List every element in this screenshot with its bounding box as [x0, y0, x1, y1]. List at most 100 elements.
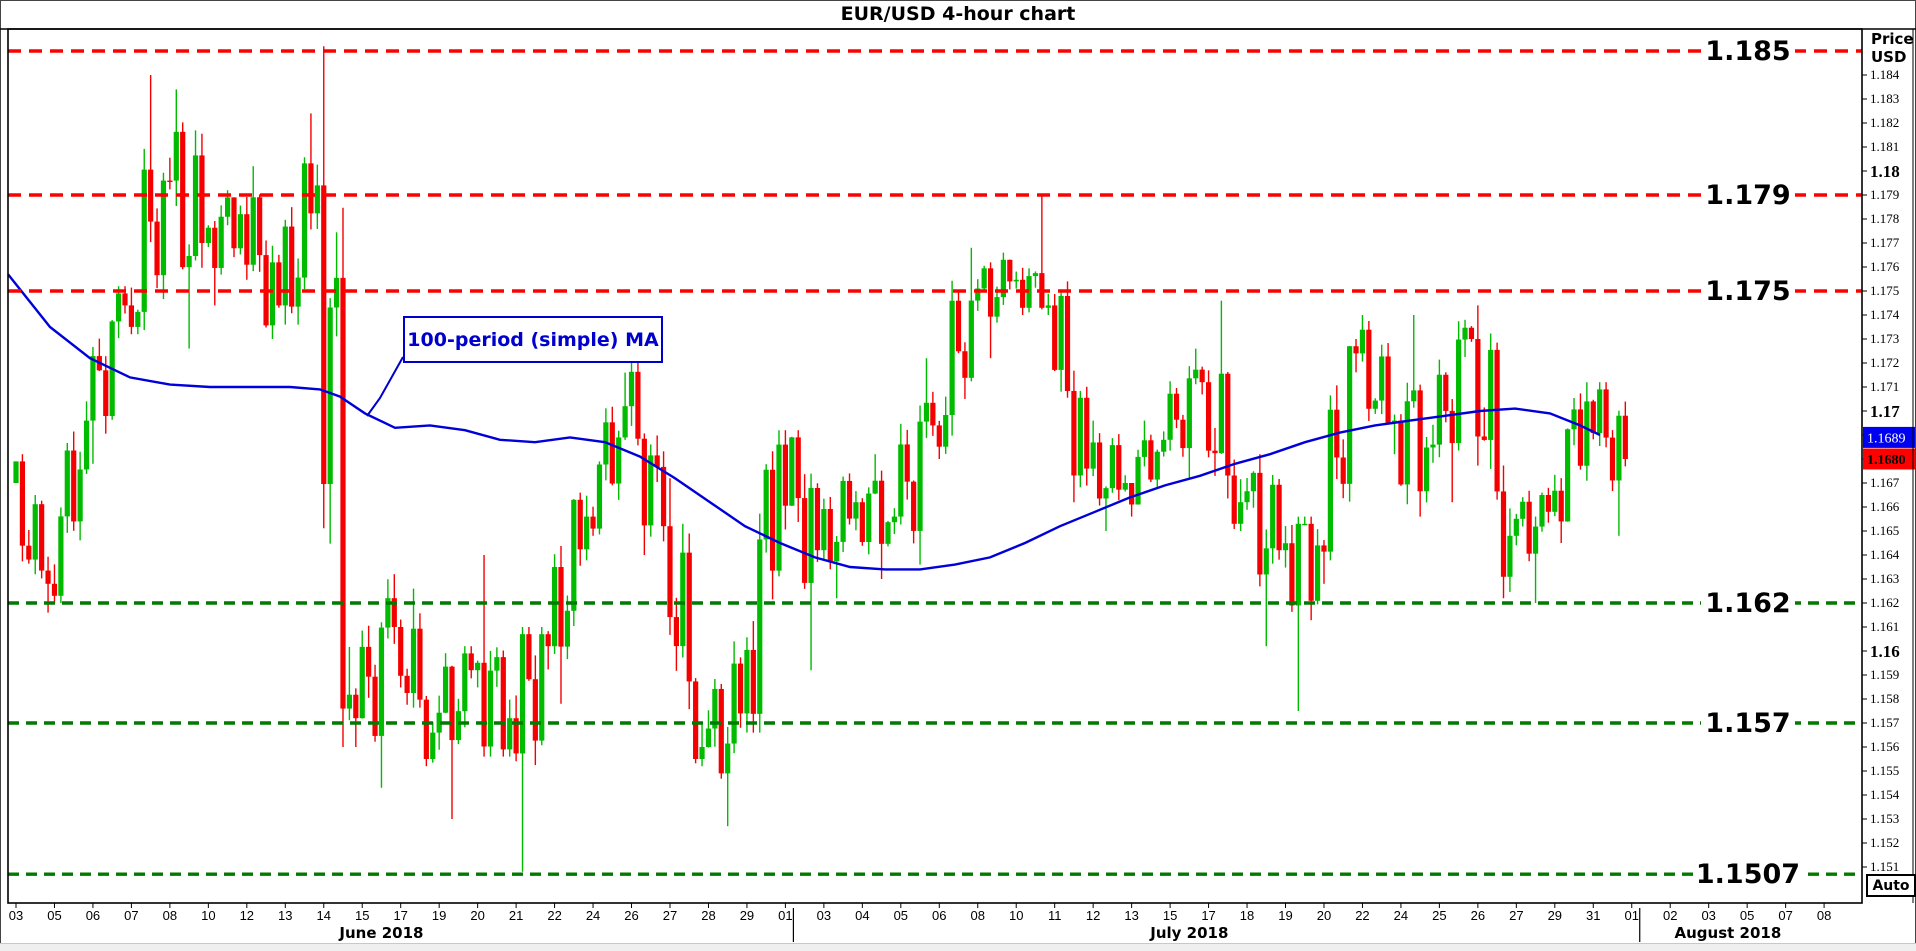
candle-body — [1167, 393, 1173, 440]
price-tick-label: 1.182 — [1870, 115, 1899, 130]
ma_tag-badge-value: 1.1689 — [1867, 431, 1906, 446]
candle-body — [1199, 369, 1205, 383]
candle-body — [987, 268, 994, 317]
date-label: 12 — [1086, 908, 1100, 923]
candle-body — [1218, 373, 1224, 454]
candle-body — [1289, 543, 1295, 606]
candle-body — [122, 293, 128, 306]
candle-body — [449, 666, 455, 741]
candle-body — [1520, 501, 1526, 519]
plot-border — [7, 28, 1863, 904]
candle-body — [1084, 397, 1090, 469]
price-tick-label: 1.176 — [1870, 259, 1900, 274]
candle-body — [904, 444, 910, 482]
price-tick-label: 1.156 — [1870, 739, 1900, 754]
date-label: 29 — [1548, 908, 1562, 923]
candle-body — [686, 552, 692, 682]
candle-body — [205, 227, 211, 243]
candle-body — [955, 300, 962, 352]
candle-body — [1430, 444, 1436, 448]
candle-body — [1449, 410, 1455, 444]
candle-body — [487, 670, 494, 747]
candle-body — [1032, 273, 1039, 277]
candle-body — [1372, 400, 1378, 409]
candle-body — [1340, 457, 1346, 484]
candle-body — [744, 649, 750, 714]
date-label: 01 — [778, 908, 792, 923]
price-tick-label: 1.159 — [1870, 667, 1899, 682]
candle-body — [654, 455, 660, 467]
candle-body — [1532, 526, 1539, 554]
candle-body — [1385, 356, 1391, 423]
candle-body — [481, 662, 487, 747]
date-label: 05 — [1740, 908, 1754, 923]
candle-body — [186, 255, 192, 268]
candle-body — [1064, 295, 1071, 391]
candle-body — [1026, 276, 1032, 308]
candle-body — [962, 351, 968, 378]
candle-body — [930, 402, 936, 426]
price-axis-title: Price — [1871, 30, 1914, 48]
candle-body — [1443, 374, 1449, 411]
candle-body — [1552, 490, 1558, 512]
candle-body — [891, 516, 897, 523]
candle-body — [327, 307, 333, 485]
candle-body — [981, 268, 987, 289]
candle-body — [455, 711, 462, 741]
candle-body — [859, 502, 865, 543]
price_tag-badge-value: 1.1680 — [1867, 453, 1906, 468]
price-tick-label: 1.158 — [1870, 691, 1899, 706]
candle-body — [1122, 483, 1128, 490]
candle-body — [1500, 491, 1507, 577]
candle-body — [802, 498, 808, 583]
candle-body — [199, 155, 205, 243]
candle-body — [1180, 419, 1186, 449]
candle-body — [468, 653, 474, 671]
date-label: 10 — [1009, 908, 1023, 923]
candle-body — [1270, 484, 1276, 549]
candle-body — [853, 502, 859, 519]
auto-scale-button[interactable]: Auto — [1866, 874, 1916, 897]
date-label: 19 — [432, 908, 446, 923]
candle-body — [872, 480, 878, 494]
candle-body — [693, 681, 699, 759]
candle-body — [558, 567, 564, 647]
level-label: 1.162 — [1705, 588, 1790, 619]
candle-body — [1103, 488, 1109, 499]
date-label: 15 — [355, 908, 369, 923]
date-label: 01 — [1625, 908, 1639, 923]
candle-body — [475, 662, 481, 671]
candle-body — [115, 293, 122, 322]
candle-body — [1411, 390, 1417, 402]
date-label: 24 — [586, 908, 600, 923]
candle-body — [218, 216, 224, 268]
candle-body — [289, 226, 295, 307]
candle-body — [660, 466, 667, 527]
level-label-bg — [1701, 36, 1795, 66]
price-axis-title: USD — [1871, 48, 1906, 66]
price-tick-label: 1.173 — [1870, 331, 1899, 346]
chart-title: EUR/USD 4-hour chart — [840, 3, 1076, 25]
date-label: 08 — [1817, 908, 1831, 923]
ma-annotation-callout — [366, 356, 404, 417]
candle-body — [192, 155, 199, 256]
date-label: 20 — [1317, 908, 1331, 923]
candle-body — [83, 420, 90, 470]
candle-body — [1616, 415, 1622, 481]
candle-body — [1077, 397, 1083, 476]
candle-body — [1186, 378, 1192, 449]
date-label: 11 — [1048, 908, 1062, 923]
candle-body — [840, 480, 846, 542]
candle-body — [1193, 369, 1199, 379]
candle-body — [551, 567, 558, 647]
candle-body — [1052, 305, 1058, 370]
candle-body — [1359, 329, 1366, 354]
candle-body — [173, 131, 179, 181]
price-tick-label: 1.167 — [1870, 475, 1900, 490]
candle-body — [846, 480, 853, 519]
candle-body — [494, 657, 500, 671]
candle-body — [616, 437, 622, 484]
candle-body — [712, 688, 718, 729]
candle-body — [1212, 450, 1218, 454]
